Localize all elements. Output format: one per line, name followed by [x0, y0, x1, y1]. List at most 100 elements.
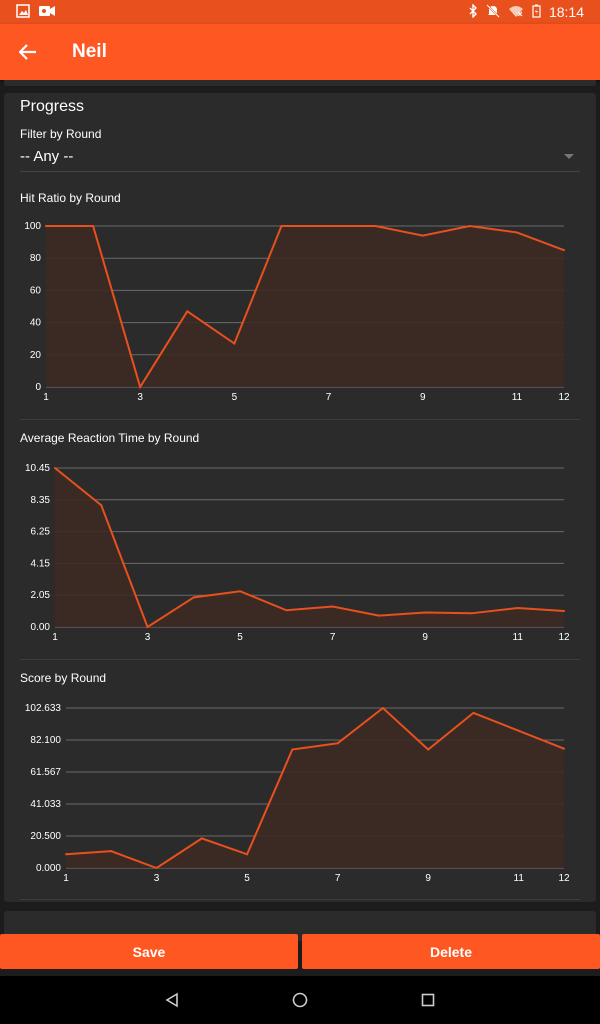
data-point [192, 596, 195, 599]
arrow-back-icon [19, 44, 36, 60]
x-tick-label: 5 [237, 632, 243, 643]
y-tick-label: 82.100 [30, 735, 61, 746]
y-tick-label: 2.05 [31, 590, 51, 601]
y-tick-label: 100 [24, 221, 41, 232]
divider [20, 419, 580, 420]
series-area [66, 708, 564, 868]
data-point [472, 711, 475, 714]
image-notification-icon [16, 3, 30, 21]
data-point [331, 605, 334, 608]
nav-back-button[interactable] [108, 976, 236, 1024]
series-area [46, 226, 564, 387]
data-point [468, 225, 471, 227]
dropdown-arrow-icon [564, 154, 574, 159]
data-point [424, 611, 427, 614]
y-tick-label: 0.00 [31, 622, 51, 633]
score-chart-svg: 0.000 20.500 41.033 61.567 82.100 102.633 1 3 5 7… [25, 703, 570, 884]
data-point [515, 231, 518, 234]
data-point [563, 747, 565, 750]
x-tick-label: 12 [558, 392, 570, 403]
data-point [285, 609, 288, 612]
y-tick-label: 60 [30, 285, 42, 296]
nav-recents-button[interactable] [364, 976, 492, 1024]
data-point [54, 467, 56, 469]
data-point [381, 707, 384, 710]
series-area [55, 468, 564, 627]
x-tick-label: 1 [43, 392, 49, 403]
delete-button[interactable]: Delete [302, 934, 600, 969]
y-tick-label: 0 [35, 382, 41, 393]
wifi-off-icon [508, 4, 524, 21]
x-tick-label: 7 [335, 873, 341, 884]
divider [20, 659, 580, 660]
x-tick-label: 3 [145, 632, 151, 643]
chart-title: Hit Ratio by Round [20, 191, 121, 205]
system-nav-bar [0, 976, 600, 1024]
card-title: Progress [20, 98, 85, 115]
chart-title: Score by Round [20, 671, 107, 685]
x-tick-label: 11 [513, 632, 524, 643]
y-tick-label: 10.45 [25, 463, 50, 474]
data-point [246, 853, 249, 856]
x-tick-label: 11 [512, 392, 523, 403]
data-point [100, 504, 103, 507]
data-point [377, 614, 380, 617]
data-point [233, 342, 236, 345]
chart-title: Average Reaction Time by Round [20, 431, 200, 445]
nav-home-icon [292, 992, 308, 1008]
y-tick-label: 40 [30, 318, 42, 329]
series-line [46, 224, 565, 390]
data-point [517, 729, 520, 732]
progress-card: Progress Filter by Round -- Any -- Hit R… [4, 93, 596, 902]
round-filter-select[interactable]: -- Any -- [20, 146, 580, 172]
data-point [155, 867, 158, 869]
x-tick-label: 12 [558, 632, 570, 643]
data-point [421, 234, 424, 237]
filter-selected-value: -- Any -- [20, 148, 74, 165]
data-point [139, 386, 142, 388]
data-point [291, 748, 294, 751]
data-point [92, 225, 95, 227]
status-indicators: 18:14 [468, 2, 584, 21]
x-tick-label: 3 [154, 873, 160, 884]
reaction-time-chart-svg: 0.00 2.05 4.15 6.25 8.35 10.45 1 3 5 7 9 11 12 [25, 463, 570, 643]
video-notification-icon [38, 4, 56, 21]
y-tick-label: 8.35 [31, 495, 51, 506]
save-button[interactable]: Save [0, 934, 298, 969]
divider [20, 899, 580, 900]
x-tick-label: 1 [63, 873, 69, 884]
data-point [239, 590, 242, 593]
data-point [427, 748, 430, 751]
data-point [65, 853, 67, 856]
filter-label: Filter by Round [20, 127, 102, 141]
app-toolbar: Neil [0, 24, 600, 80]
x-tick-label: 5 [232, 392, 238, 403]
nav-home-button[interactable] [236, 976, 364, 1024]
y-tick-label: 61.567 [30, 767, 61, 778]
x-tick-label: 9 [420, 392, 426, 403]
x-tick-label: 9 [425, 873, 431, 884]
data-point [200, 837, 203, 840]
y-tick-label: 20.500 [30, 831, 61, 842]
page-title: Neil [72, 41, 107, 62]
data-point [280, 225, 283, 227]
bluetooth-icon [468, 2, 478, 21]
y-tick-label: 80 [30, 253, 42, 264]
back-button[interactable] [0, 24, 56, 80]
x-tick-label: 11 [514, 873, 525, 884]
notifications-off-icon [486, 3, 500, 21]
x-tick-label: 9 [422, 632, 428, 643]
y-tick-label: 0.000 [36, 863, 61, 874]
x-tick-label: 5 [244, 873, 250, 884]
series-line [65, 706, 565, 870]
battery-charging-icon [532, 4, 541, 21]
x-tick-label: 12 [558, 873, 570, 884]
y-tick-label: 41.033 [30, 799, 61, 810]
x-tick-label: 3 [137, 392, 143, 403]
x-tick-label: 7 [330, 632, 336, 643]
y-tick-label: 6.25 [31, 527, 51, 538]
nav-back-icon [165, 992, 178, 1008]
nav-recents-icon [421, 993, 435, 1007]
data-point [470, 612, 473, 615]
data-point [146, 626, 149, 628]
